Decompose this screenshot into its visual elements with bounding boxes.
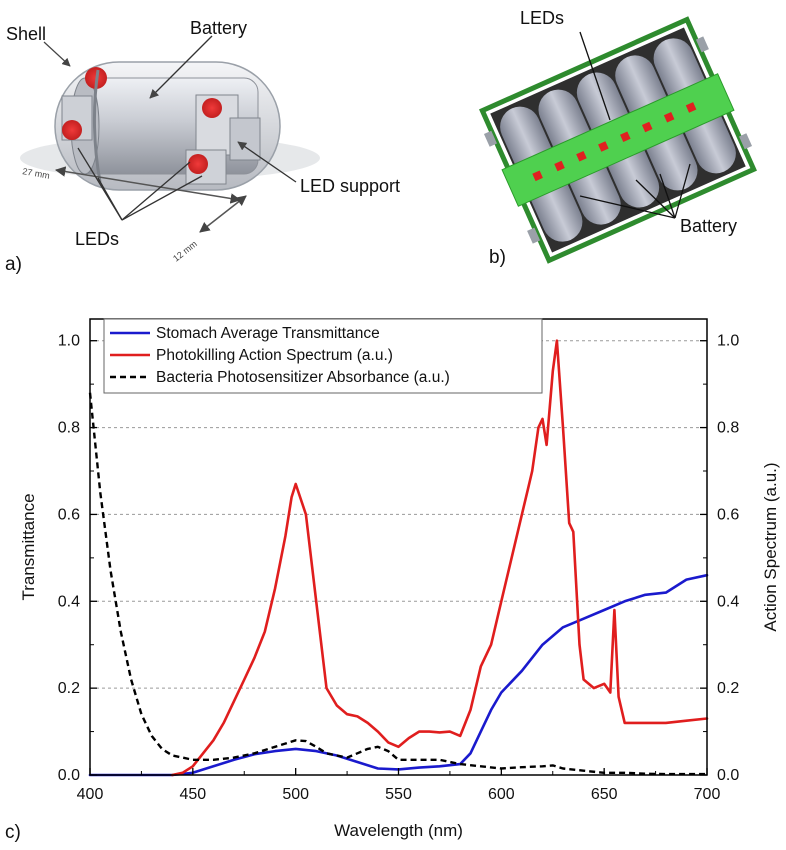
led-support-pointer (237, 141, 297, 183)
battery-pointer-b-3 (659, 173, 676, 219)
dim-width: 12 mm (171, 239, 199, 264)
battery-pointer-b-4 (674, 163, 691, 219)
dim-length: 27 mm (22, 166, 51, 181)
label-led-support: LED support (300, 176, 400, 196)
y-tick-label-right: 0.0 (717, 767, 739, 784)
y-tick-label-right: 0.6 (717, 506, 739, 523)
x-tick-label: 400 (77, 786, 104, 803)
x-tick-label: 500 (282, 786, 309, 803)
shell-pointer (43, 41, 71, 67)
y-tick-label-left: 0.2 (58, 680, 80, 697)
x-tick-label: 450 (179, 786, 206, 803)
x-tick-label: 600 (488, 786, 515, 803)
legend-entry-transmittance-label: Stomach Average Transmittance (156, 325, 380, 342)
y-tick-label-right: 1.0 (717, 333, 739, 350)
capsule-illustration (20, 61, 320, 233)
legend-box (103, 318, 543, 394)
panel-label-b: b) (489, 247, 506, 268)
series-transmittance (88, 573, 709, 777)
battery-board-illustration (479, 16, 757, 264)
legend: Stomach Average Transmittance Photokillin… (103, 318, 543, 394)
x-tick-label: 700 (694, 786, 721, 803)
y-tick-label-left: 0.6 (58, 506, 80, 523)
label-battery: Battery (190, 18, 247, 38)
label-leds-b: LEDs (520, 8, 564, 28)
x-axis-label: Wavelength (nm) (334, 821, 463, 840)
panel-b: LEDs Battery b) (479, 8, 757, 268)
y-tick-label-right: 0.4 (717, 593, 739, 610)
series-absorbance (88, 392, 707, 776)
y-axis-label-left: Transmittance (19, 493, 38, 600)
label-shell: Shell (6, 24, 46, 44)
x-tick-label: 550 (385, 786, 412, 803)
legend-entry-absorbance-label: Bacteria Photosensitizer Absorbance (a.u… (156, 369, 450, 386)
y-tick-label-left: 0.8 (58, 420, 80, 437)
y-tick-label-left: 0.4 (58, 593, 80, 610)
leds-pointer-2 (97, 177, 123, 221)
series-group (88, 339, 709, 777)
battery-pointer-b-1 (579, 195, 676, 219)
x-tick-label: 650 (591, 786, 618, 803)
leds-pointer-b (579, 31, 611, 121)
panel-label-a: a) (5, 254, 22, 275)
y-axis-label-right: Action Spectrum (a.u.) (761, 462, 780, 631)
label-leds: LEDs (75, 229, 119, 249)
y-tick-label-left: 0.0 (58, 767, 80, 784)
y-tick-label-right: 0.8 (717, 420, 739, 437)
leds-pointer-3 (121, 161, 191, 221)
panel-a: 27 mm 12 mm Shell Battery LED support LE… (5, 18, 400, 275)
label-battery-b: Battery (680, 216, 737, 236)
battery-pointer (149, 35, 213, 99)
ticks: 0.0 0.0 0.2 0.2 0.4 0.4 0.6 0.6 0.8 0.8 1.0 1.0 400 4… (58, 333, 740, 803)
panel-label-c: c) (5, 822, 21, 843)
series-action-spectrum (171, 339, 709, 777)
battery-pointer-b-2 (635, 179, 676, 219)
panel-c-chart: 0.0 0.0 0.2 0.2 0.4 0.4 0.6 0.6 0.8 0.8 1.0 1.0 400 4… (19, 318, 780, 840)
y-tick-label-left: 1.0 (58, 333, 80, 350)
legend-entry-action-spectrum-label: Photokilling Action Spectrum (a.u.) (156, 347, 393, 364)
leds-pointer-4 (121, 175, 203, 221)
y-tick-label-right: 0.2 (717, 680, 739, 697)
